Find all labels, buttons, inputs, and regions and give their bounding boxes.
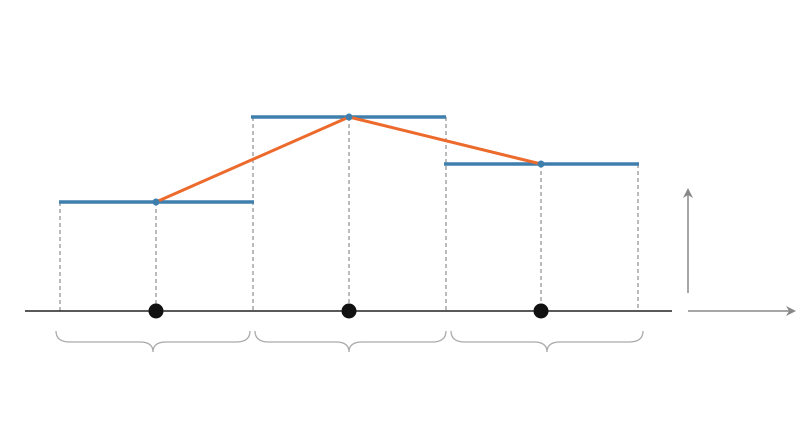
level-points [152,113,545,206]
edge-guides [59,117,639,311]
center-guides [155,117,542,311]
sample-points [148,303,549,319]
braces [55,330,644,353]
